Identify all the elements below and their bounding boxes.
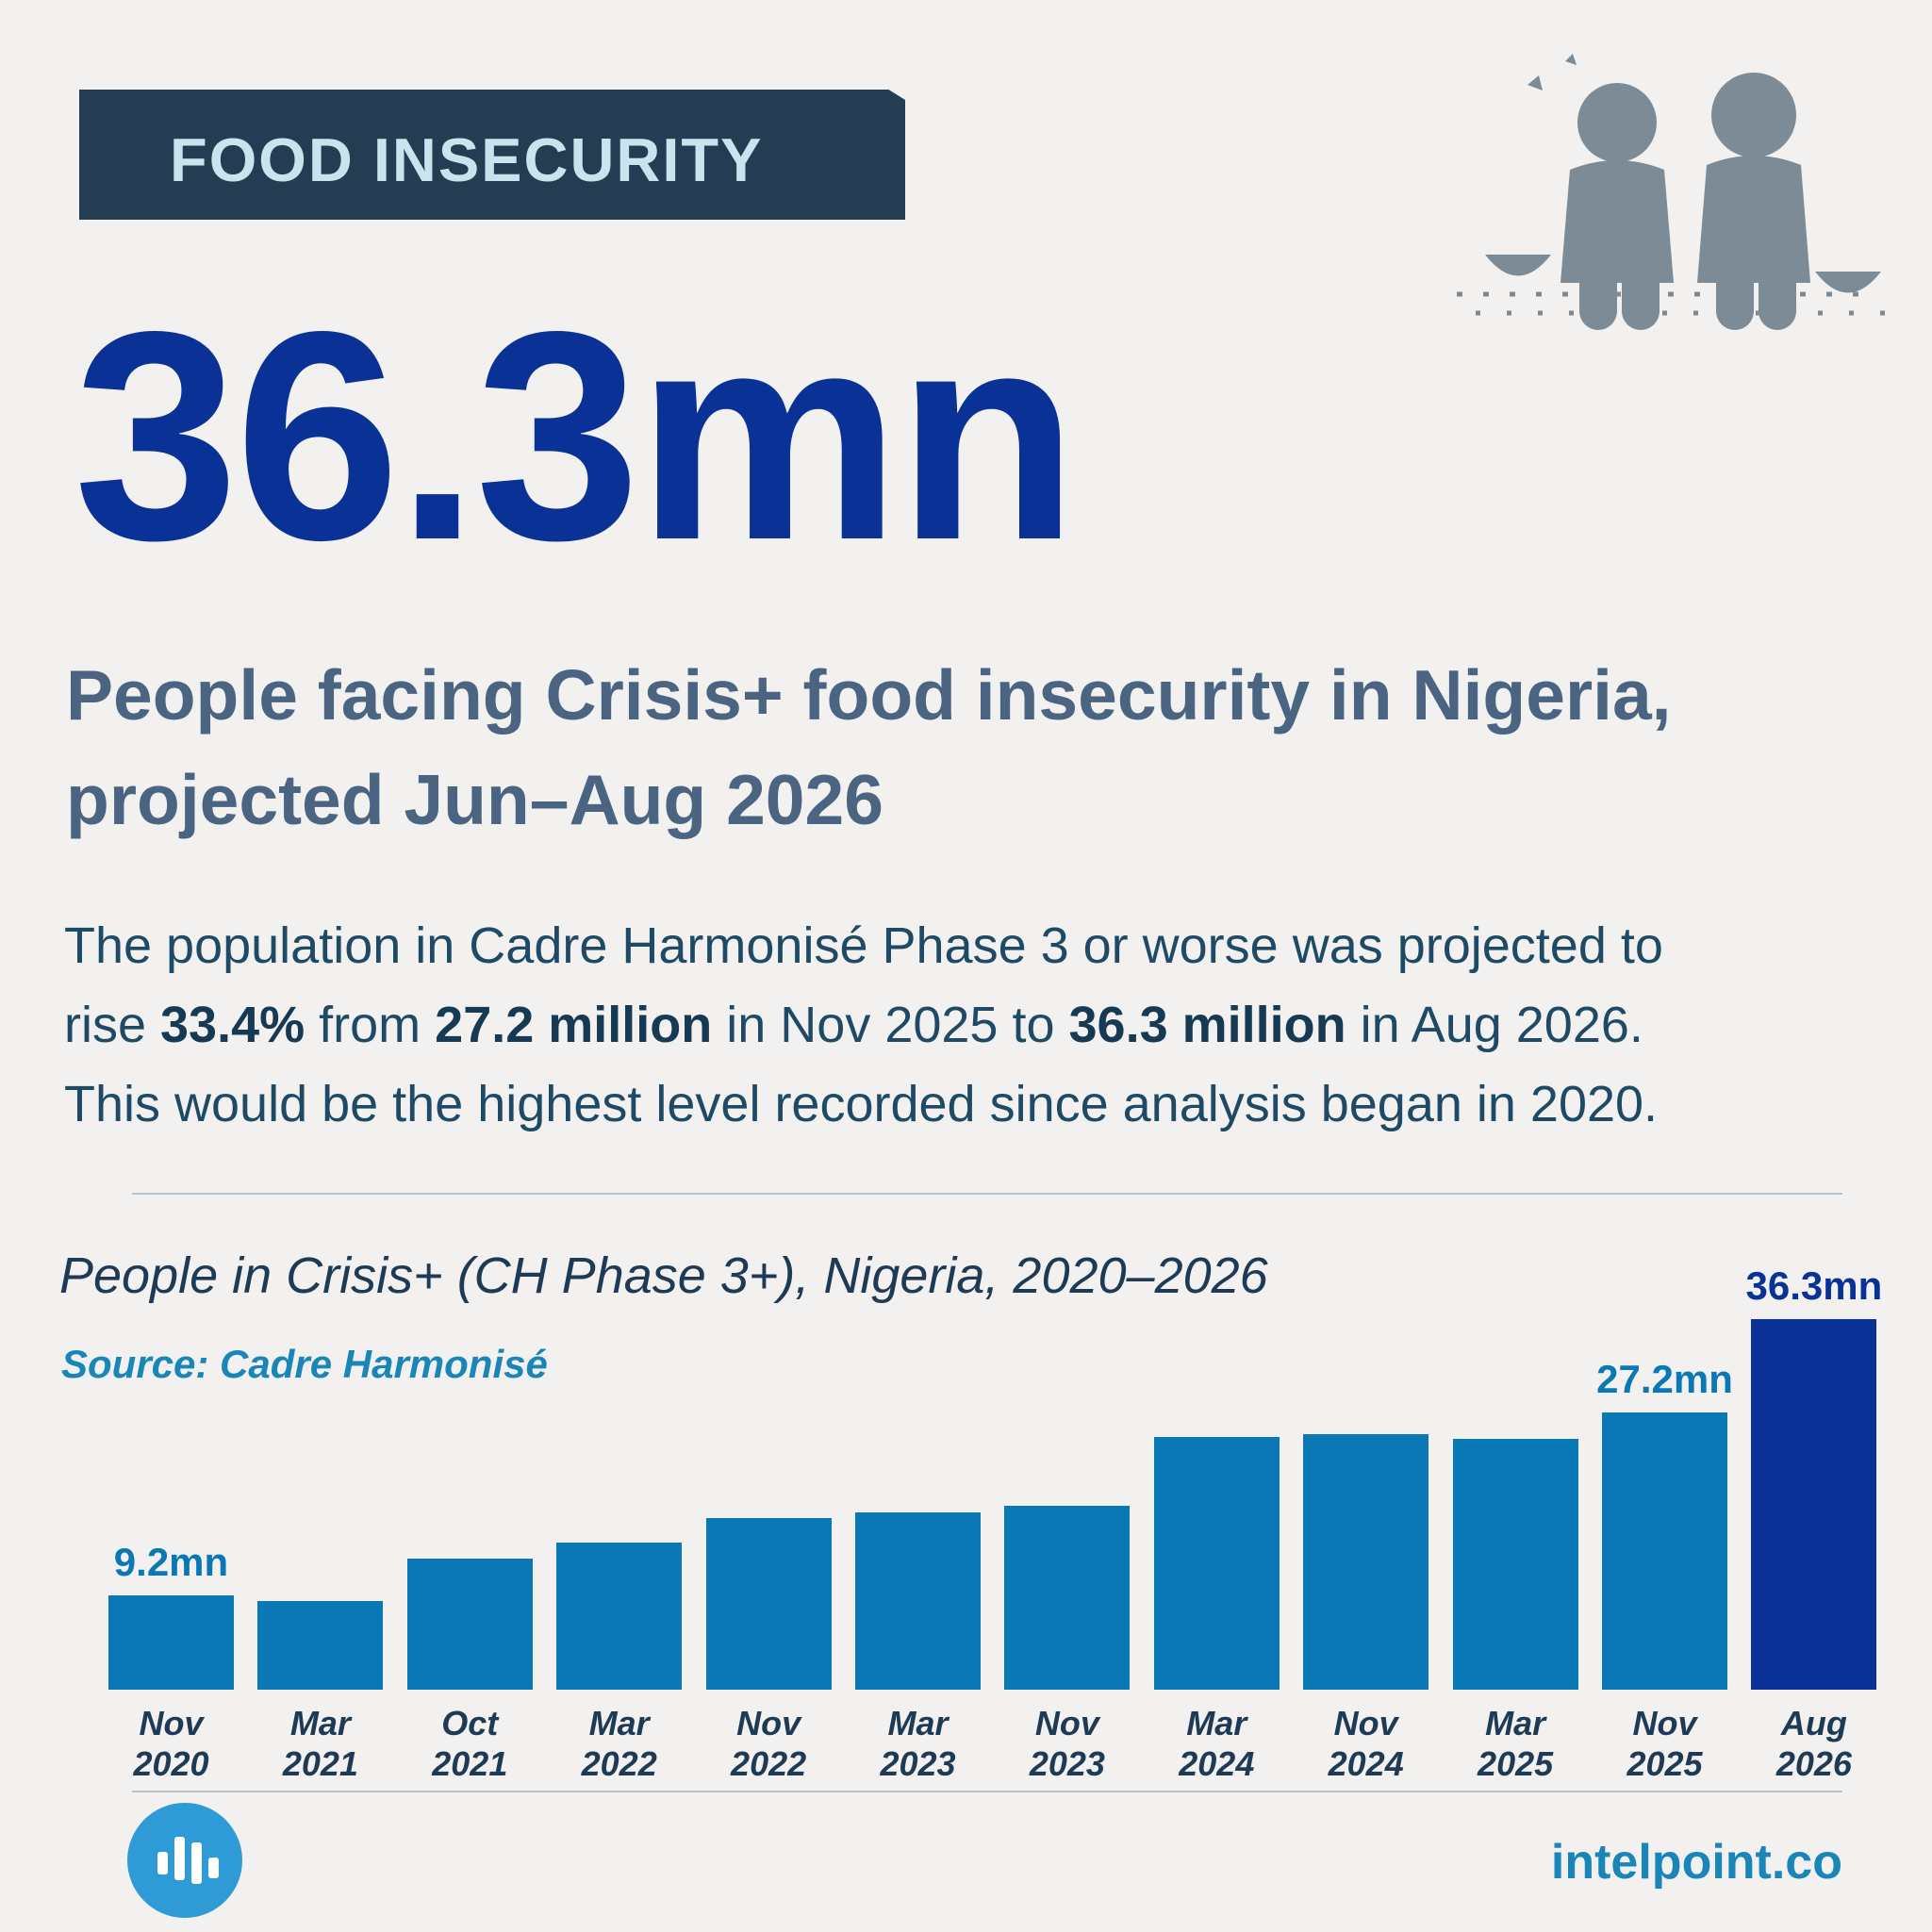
paragraph-text: in Aug 2026. (1346, 997, 1643, 1053)
bar (1303, 1434, 1429, 1690)
x-tick-label: Mar 2023 (880, 1704, 956, 1783)
x-tick-label: Mar 2022 (581, 1704, 657, 1783)
site: intelpoint.co (1550, 1835, 1842, 1890)
paragraph-bold: 33.4% (160, 997, 305, 1053)
value-label: 36.3mn (1745, 1263, 1883, 1308)
x-tick-label: Nov 2024 (1328, 1704, 1404, 1783)
bar (1602, 1412, 1727, 1690)
bar (1452, 1438, 1578, 1690)
paragraph-text: This would be the highest level recorded… (64, 1076, 1659, 1132)
paragraph-text: in Nov 2025 to (712, 997, 1069, 1053)
paragraph-text: from (305, 997, 436, 1053)
x-tick-label: Mar 2025 (1478, 1704, 1554, 1783)
paragraph-line: The population in Cadre Harmonisé Phase … (64, 920, 1663, 971)
paragraph-line: This would be the highest level recorded… (64, 1079, 1658, 1130)
x-tick-label: Mar 2024 (1179, 1704, 1255, 1783)
bar (108, 1595, 234, 1690)
x-tick-label: Nov 2025 (1627, 1704, 1703, 1783)
x-tick-label: Oct 2021 (432, 1704, 508, 1783)
bar (1751, 1319, 1877, 1690)
tag-text: FOOD INSECURITY (170, 125, 764, 194)
paragraph-bold: 27.2 million (435, 997, 713, 1053)
paragraph-text: rise (64, 997, 161, 1053)
chart-source: Source: Cadre Harmonisé (61, 1342, 548, 1386)
x-tick-label: Nov 2023 (1029, 1704, 1105, 1783)
value-label: 9.2mn (113, 1540, 229, 1585)
x-tick-label: Mar 2021 (282, 1704, 358, 1783)
chart-title: People in Crisis+ (CH Phase 3+), Nigeria… (59, 1247, 1268, 1304)
logo (127, 1803, 242, 1918)
bar (855, 1511, 981, 1690)
footer-line (132, 1791, 1842, 1792)
headline: 36.3mn (74, 270, 1079, 602)
subtitle-line: projected Jun–Aug 2026 (66, 760, 883, 839)
subtitle-line: People facing Crisis+ food insecurity in… (66, 655, 1672, 735)
paragraph-text: The population in Cadre Harmonisé Phase … (64, 917, 1663, 974)
icon-people (1457, 54, 1891, 330)
paragraph-bold: 36.3 million (1068, 997, 1346, 1053)
bar (1153, 1436, 1280, 1690)
separator (132, 1193, 1842, 1195)
value-label: 27.2mn (1596, 1356, 1733, 1401)
x-tick-label: Nov 2020 (133, 1704, 209, 1783)
x-tick-label: Nov 2022 (731, 1704, 807, 1783)
bar (705, 1518, 832, 1690)
tag-box (79, 90, 905, 220)
bar (556, 1543, 683, 1690)
bar (257, 1600, 384, 1690)
x-tick-label: Aug 2026 (1775, 1704, 1852, 1783)
bar (1004, 1506, 1131, 1690)
paragraph-line: rise 33.4% from 27.2 million in Nov 2025… (64, 999, 1643, 1050)
bar (406, 1559, 533, 1690)
